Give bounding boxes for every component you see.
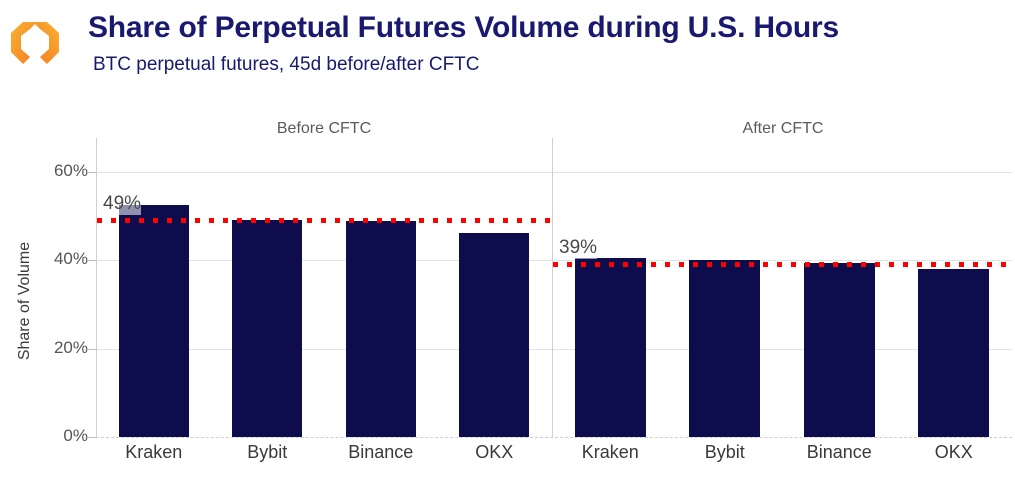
y-tick-label: 20% <box>53 337 88 357</box>
panel-title-after: After CFTC <box>742 120 824 137</box>
gridline-20% <box>96 348 1012 350</box>
average-label-before: 49% <box>103 193 142 216</box>
page-title: Share of Perpetual Futures Volume during… <box>88 11 840 44</box>
bar-after-binance[interactable] <box>803 263 875 437</box>
bar-after-bybit[interactable] <box>689 260 761 437</box>
bar-after-kraken[interactable] <box>574 257 646 437</box>
y-tickmark <box>88 260 96 261</box>
chart-plot-area: Before CFTC After CFTC Share of Volume 0… <box>0 100 1015 488</box>
x-tick-label-bybit: Bybit <box>704 442 745 462</box>
x-tick-label-binance: Binance <box>806 442 872 462</box>
x-tick-label-okx: OKX <box>934 442 973 462</box>
bar-before-bybit[interactable] <box>232 220 303 437</box>
y-axis-label: Share of Volume <box>16 241 33 361</box>
average-line-after <box>553 262 1011 268</box>
gridline-60% <box>96 171 1012 173</box>
x-tick-label-binance: Binance <box>348 442 414 462</box>
gridline-0% <box>96 437 1012 438</box>
bar-before-binance[interactable] <box>345 221 416 437</box>
chart-header: Share of Perpetual Futures Volume during… <box>0 0 1015 100</box>
bar-before-kraken[interactable] <box>118 204 189 437</box>
y-tick-label: 60% <box>53 160 88 180</box>
page-subtitle: BTC perpetual futures, 45d before/after … <box>93 54 480 75</box>
x-tick-label-kraken: Kraken <box>125 442 183 462</box>
y-tickmark <box>88 348 96 350</box>
panel-title-before: Before CFTC <box>276 120 372 137</box>
x-tick-label-kraken: Kraken <box>581 442 639 462</box>
y-tick-label: 0% <box>63 426 88 445</box>
gridline-40% <box>96 260 1012 261</box>
orange-hexagon-logo <box>8 16 62 70</box>
bar-after-okx[interactable] <box>918 268 990 437</box>
panel-divider <box>552 138 553 438</box>
y-tick-label: 40% <box>53 249 88 268</box>
bar-before-okx[interactable] <box>459 233 530 437</box>
average-label-after: 39% <box>559 237 598 260</box>
y-tickmark <box>88 171 96 173</box>
y-axis-spine <box>96 138 97 438</box>
y-tickmark <box>88 437 96 438</box>
x-tick-label-bybit: Bybit <box>247 442 288 462</box>
average-line-before <box>97 218 551 224</box>
x-tick-label-okx: OKX <box>475 442 514 462</box>
